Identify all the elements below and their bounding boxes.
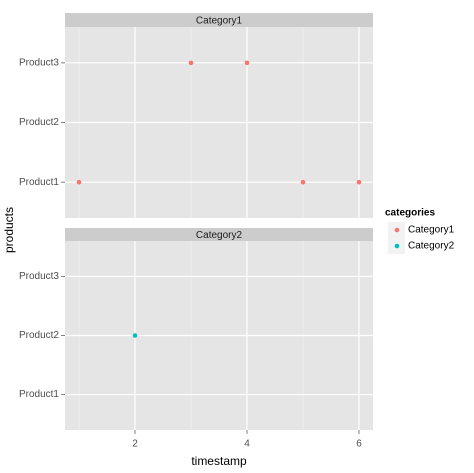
y-tick-label: Product2 xyxy=(19,117,59,128)
x-tick-label: 6 xyxy=(356,439,362,450)
strip-text: Category1 xyxy=(196,16,243,27)
point xyxy=(244,60,250,66)
legend-marker xyxy=(394,243,400,249)
y-tick-label: Product1 xyxy=(19,177,59,188)
legend-title: categories xyxy=(385,208,435,219)
x-tick-label: 2 xyxy=(132,439,138,450)
point xyxy=(300,179,306,185)
point xyxy=(132,333,138,338)
y-tick-label: Product3 xyxy=(19,57,59,68)
y-tick-label: Product3 xyxy=(19,271,59,282)
y-tick-label: Product2 xyxy=(19,330,59,341)
legend-marker xyxy=(394,227,400,233)
point xyxy=(356,179,362,185)
x-tick-label: 4 xyxy=(244,439,250,450)
point xyxy=(76,179,82,185)
strip xyxy=(65,13,373,27)
strip xyxy=(65,228,373,241)
legend-label: Category1 xyxy=(408,225,455,236)
point xyxy=(188,60,194,66)
x-axis-title: timestamp xyxy=(191,454,247,468)
y-tick-label: Product1 xyxy=(19,389,59,400)
y-axis-title: products xyxy=(2,207,16,253)
strip-text: Category2 xyxy=(196,230,243,241)
legend-label: Category2 xyxy=(408,241,455,252)
